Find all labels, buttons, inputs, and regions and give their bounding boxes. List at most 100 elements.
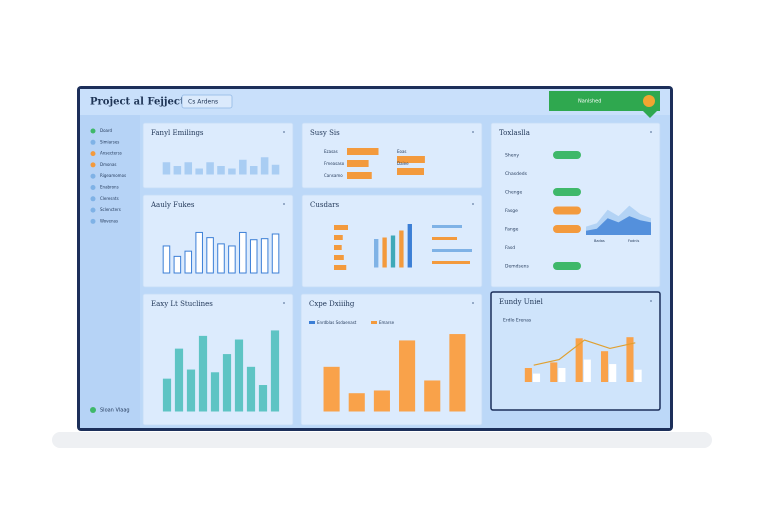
bar [270, 330, 280, 412]
panel-menu[interactable] [283, 203, 285, 205]
bar [347, 172, 372, 179]
legend-swatch [371, 321, 377, 324]
nav-icon [90, 173, 96, 179]
bar [334, 235, 343, 240]
list-label: Chasdeds [505, 171, 528, 177]
panel [490, 122, 661, 288]
nav-label: Ansecterss [100, 151, 122, 156]
bar [399, 230, 404, 268]
bar [382, 237, 387, 268]
nav-label: Cleresnts [100, 196, 119, 201]
nav-label: Rigeamomos [100, 173, 126, 178]
bar [347, 148, 379, 155]
row-label: Ezasas [324, 149, 338, 154]
bar [583, 359, 591, 382]
bar [174, 348, 184, 412]
nav-icon [90, 185, 96, 190]
bar [162, 162, 171, 175]
area-label: Fodnls [628, 239, 639, 243]
nav-icon [90, 128, 96, 134]
bar [206, 237, 214, 274]
bar [550, 362, 558, 382]
bar [228, 245, 236, 274]
nav-label: Sclencters [100, 207, 121, 212]
nav-icon [90, 218, 96, 224]
bar [634, 369, 642, 382]
bar [334, 225, 348, 230]
toggle[interactable] [553, 188, 581, 196]
bar [424, 380, 441, 412]
bar [217, 166, 225, 175]
list-label: Fasd [505, 245, 515, 251]
nav-label: Dmonas [100, 162, 117, 167]
bar [184, 162, 193, 175]
sidebar [80, 115, 140, 428]
badge-label[interactable]: Nanlshed [578, 99, 601, 105]
dropdown[interactable] [181, 94, 233, 109]
panel-title: Fanyl Emilings [151, 129, 204, 137]
row-label: Cansamo [324, 173, 343, 178]
bar [397, 156, 425, 163]
toggle[interactable] [553, 262, 581, 270]
bar [249, 239, 258, 274]
nav-icon [90, 139, 96, 145]
panel-menu[interactable] [472, 131, 474, 133]
panel-subtitle: Erdlo Erenas [503, 318, 532, 324]
nav-icon [90, 151, 96, 157]
bar [260, 238, 269, 274]
bar [258, 385, 268, 412]
panel-menu[interactable] [472, 302, 474, 304]
bar [234, 339, 244, 412]
list-label: Demdsens [505, 264, 529, 270]
bar [186, 369, 196, 412]
list-label: Fange [505, 227, 519, 233]
panel-menu[interactable] [650, 131, 652, 133]
legend-label: Enrdblas Ssdaenast [317, 320, 357, 325]
bar [239, 231, 247, 274]
nav-icon [90, 207, 96, 213]
bar [390, 235, 396, 268]
panel-menu[interactable] [650, 300, 652, 302]
bar [532, 373, 541, 382]
panel-menu[interactable] [472, 203, 474, 205]
panel-menu[interactable] [283, 302, 285, 304]
stand-shadow [52, 432, 712, 448]
dropdown-label[interactable]: Cs Ardens [188, 99, 218, 106]
bar [558, 368, 566, 382]
bar [432, 249, 472, 252]
nav-label: Enabrons [100, 185, 119, 190]
row-label: Eoas [397, 149, 407, 154]
bar [206, 162, 214, 175]
toggle[interactable] [553, 151, 581, 159]
panel-title: Toxlaslla [499, 129, 530, 137]
panel-menu[interactable] [283, 131, 285, 133]
bar [173, 166, 182, 175]
legend-swatch [309, 321, 315, 324]
toggle[interactable] [553, 206, 581, 215]
panel-title: Aauly Fukes [150, 201, 195, 209]
bar [334, 265, 347, 270]
bar [575, 338, 583, 382]
bar [347, 160, 369, 167]
bar [323, 366, 340, 412]
bar [195, 168, 203, 175]
bar [524, 368, 532, 382]
bar [397, 168, 424, 175]
row-label: Daiee [397, 161, 409, 166]
panel-title: Cxpe Dxiiihg [309, 300, 355, 308]
avatar[interactable] [643, 95, 655, 107]
bar [609, 364, 617, 382]
toggle[interactable] [553, 225, 581, 233]
bar [217, 243, 225, 274]
area [586, 216, 651, 235]
panel [301, 122, 483, 189]
bar [260, 157, 269, 175]
trend-line [533, 339, 636, 366]
bar [449, 334, 466, 412]
panel-title: Cusdars [310, 201, 339, 209]
row-label: Fmeasaso [324, 161, 345, 166]
bar [334, 255, 344, 260]
badge[interactable] [549, 91, 660, 111]
bar [198, 335, 208, 412]
